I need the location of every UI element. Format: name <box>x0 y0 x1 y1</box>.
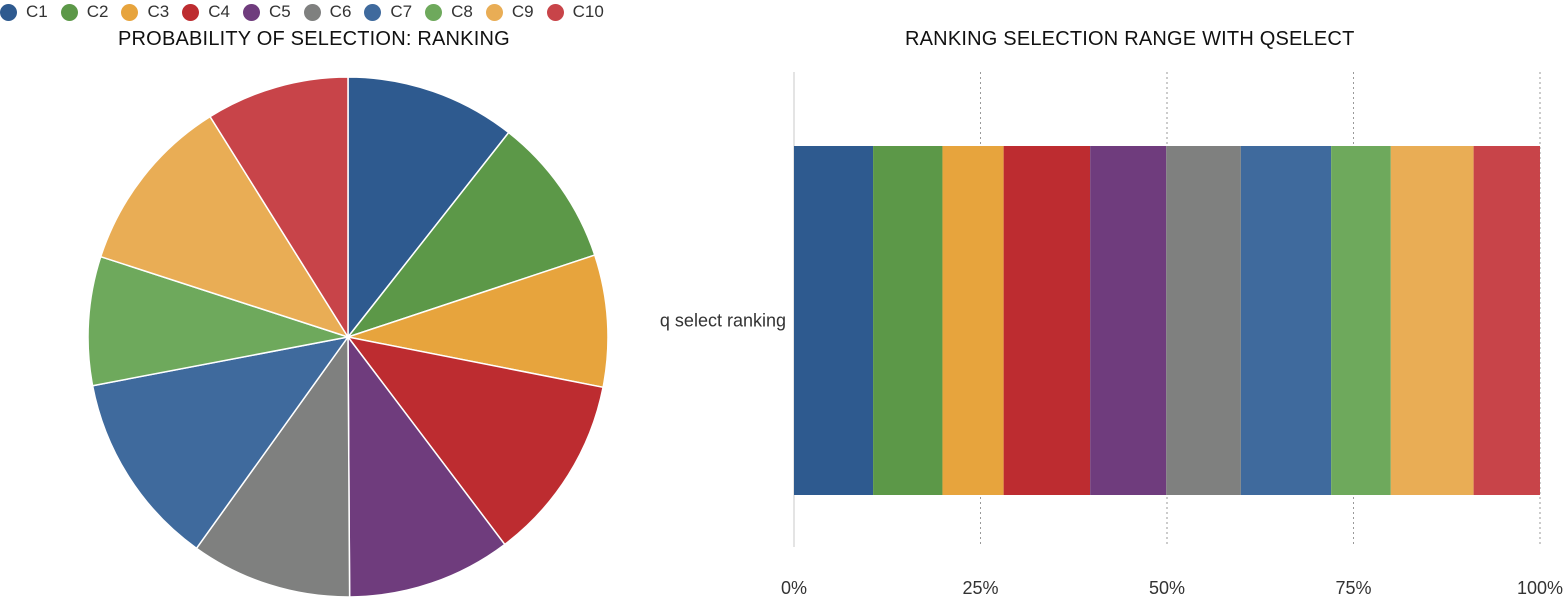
legend-item-c7[interactable]: C7 <box>364 2 412 22</box>
legend-swatch <box>121 3 139 21</box>
legend-item-c2[interactable]: C2 <box>60 2 109 22</box>
pie-chart-title: PROBABILITY OF SELECTION: RANKING <box>118 28 510 50</box>
bar-segment-c1[interactable] <box>794 146 874 495</box>
x-tick-label: 75% <box>1335 578 1371 597</box>
legend-swatch <box>0 3 17 21</box>
pie-slice-c7[interactable] <box>91 335 350 550</box>
bar-segment-c2[interactable] <box>873 146 943 495</box>
legend-item-c1[interactable]: C1 <box>0 2 48 22</box>
pie-slice-c3[interactable] <box>345 254 609 389</box>
legend-item-c9[interactable]: C9 <box>485 2 534 22</box>
x-tick-label: 25% <box>962 578 998 597</box>
x-tick-label: 100% <box>1517 578 1563 597</box>
legend-label: C3 <box>147 2 170 21</box>
legend-item-c4[interactable]: C4 <box>182 2 230 22</box>
legend-label: C1 <box>26 2 48 21</box>
bar-segment-c10[interactable] <box>1473 146 1540 495</box>
legend-label: C9 <box>511 2 534 21</box>
x-tick-label: 50% <box>1149 578 1185 597</box>
pie-slice-c2[interactable] <box>345 131 596 339</box>
legend-swatch <box>546 3 564 21</box>
stacked-bar-chart: 0% 25% 50% 75% 100% q select ranking <box>660 72 1563 597</box>
bar-segment-c4[interactable] <box>1003 146 1091 495</box>
legend-label: C6 <box>329 2 352 21</box>
pie-slice-c10[interactable] <box>209 76 349 340</box>
legend-item-c10[interactable]: C10 <box>546 2 604 22</box>
pie-chart <box>87 76 609 597</box>
legend-label: C2 <box>86 2 109 21</box>
pie-slice-c1[interactable] <box>347 76 510 340</box>
legend-swatch <box>425 3 443 21</box>
pie-slice-c4[interactable] <box>346 335 604 546</box>
pie-slice-c9[interactable] <box>99 115 350 339</box>
legend-item-c8[interactable]: C8 <box>425 2 473 22</box>
legend-item-c6[interactable]: C6 <box>303 2 352 22</box>
bar-segment-c5[interactable] <box>1090 146 1167 495</box>
legend-label: C7 <box>390 2 413 21</box>
pie-slice-c8[interactable] <box>87 255 349 387</box>
legend-swatch <box>182 3 200 21</box>
legend-swatch <box>364 3 382 21</box>
y-category-label: q select ranking <box>660 311 786 331</box>
x-tick-label: 0% <box>781 578 807 597</box>
bar-segment-c7[interactable] <box>1240 146 1332 495</box>
legend-label: C5 <box>268 2 291 21</box>
bar-segment-c8[interactable] <box>1331 146 1391 495</box>
legend-label: C10 <box>572 2 604 21</box>
legend-label: C8 <box>451 2 473 21</box>
legend-swatch <box>60 3 78 21</box>
legend-label: C4 <box>208 2 230 21</box>
legend: C1 C2 C3 C4 C5 C6 C7 C8 C9 C10 <box>0 0 617 24</box>
bar-chart-title: RANKING SELECTION RANGE WITH QSELECT <box>905 28 1355 50</box>
legend-item-c3[interactable]: C3 <box>121 2 169 22</box>
legend-swatch <box>303 3 321 21</box>
bar-segment-c3[interactable] <box>942 146 1004 495</box>
legend-item-c5[interactable]: C5 <box>242 2 291 22</box>
bar-segment-c9[interactable] <box>1390 146 1474 495</box>
legend-swatch <box>242 3 260 21</box>
legend-swatch <box>485 3 503 21</box>
bar-segment-c6[interactable] <box>1166 146 1241 495</box>
